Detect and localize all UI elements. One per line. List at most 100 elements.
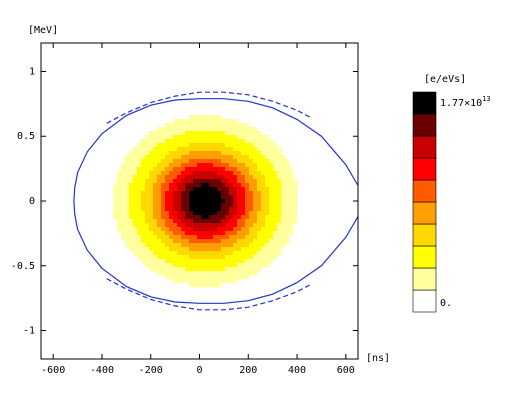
heatmap-cell xyxy=(221,147,226,152)
heatmap-cell xyxy=(273,147,278,152)
heatmap-cell xyxy=(249,235,254,240)
heatmap-cell xyxy=(145,147,150,152)
heatmap-cell xyxy=(161,235,166,240)
heatmap-cell xyxy=(273,151,278,156)
heatmap-cell xyxy=(141,219,146,224)
heatmap-cell xyxy=(261,223,266,228)
heatmap-cell xyxy=(249,207,254,212)
heatmap-cell xyxy=(277,195,282,200)
heatmap-cell xyxy=(245,155,250,160)
heatmap-cell xyxy=(209,231,214,236)
heatmap-cell xyxy=(189,283,194,288)
heatmap-cell xyxy=(265,251,270,256)
heatmap-cell xyxy=(249,247,254,252)
heatmap-cell xyxy=(145,231,150,236)
heatmap-cell xyxy=(221,247,226,252)
heatmap-cell xyxy=(169,275,174,280)
heatmap-cell xyxy=(217,147,222,152)
heatmap-cell xyxy=(277,171,282,176)
heatmap-cell xyxy=(221,175,226,180)
heatmap-cell xyxy=(217,231,222,236)
heatmap-cell xyxy=(225,251,230,256)
heatmap-cell xyxy=(277,251,282,256)
heatmap-cell xyxy=(113,183,118,188)
heatmap-cell xyxy=(221,279,226,284)
heatmap-cell xyxy=(213,119,218,124)
heatmap-cell xyxy=(253,135,258,140)
heatmap-cell xyxy=(261,255,266,260)
heatmap-cell xyxy=(121,183,126,188)
heatmap-cell xyxy=(145,247,150,252)
heatmap-cell xyxy=(209,163,214,168)
heatmap-cell xyxy=(233,215,238,220)
heatmap-cell xyxy=(261,211,266,216)
heatmap-cell xyxy=(173,183,178,188)
heatmap-cell xyxy=(137,223,142,228)
heatmap-cell xyxy=(221,267,226,272)
heatmap-cell xyxy=(225,227,230,232)
heatmap-cell xyxy=(273,203,278,208)
heatmap-cell xyxy=(161,167,166,172)
heatmap-cell xyxy=(277,235,282,240)
heatmap-cell xyxy=(229,215,234,220)
heatmap-cell xyxy=(125,155,130,160)
heatmap-cell xyxy=(257,195,262,200)
heatmap-cell xyxy=(205,223,210,228)
heatmap-cell xyxy=(249,131,254,136)
separatrix-dashed-top-line xyxy=(106,91,312,124)
heatmap-cell xyxy=(285,183,290,188)
heatmap-cell xyxy=(161,191,166,196)
heatmap-cell xyxy=(161,163,166,168)
heatmap-cell xyxy=(265,207,270,212)
heatmap-cell xyxy=(265,187,270,192)
heatmap-cell xyxy=(197,163,202,168)
heatmap-cell xyxy=(165,191,170,196)
heatmap-cell xyxy=(177,147,182,152)
colorbar-swatch xyxy=(412,179,437,203)
heatmap-cell xyxy=(197,227,202,232)
heatmap-cell xyxy=(221,135,226,140)
heatmap-cell xyxy=(205,263,210,268)
heatmap-cell xyxy=(137,199,142,204)
heatmap-cell xyxy=(181,223,186,228)
colorbar: [e/eVs] 1.77×1013 0. xyxy=(412,74,491,313)
heatmap-cell xyxy=(245,127,250,132)
heatmap-cell xyxy=(221,259,226,264)
heatmap-cell xyxy=(245,131,250,136)
heatmap-cell xyxy=(153,235,158,240)
heatmap-cell xyxy=(177,163,182,168)
heatmap-cell xyxy=(217,163,222,168)
heatmap-cell xyxy=(145,251,150,256)
heatmap-cell xyxy=(141,171,146,176)
heatmap-cell xyxy=(157,155,162,160)
heatmap-cell xyxy=(221,235,226,240)
heatmap-cell xyxy=(149,151,154,156)
heatmap-cell xyxy=(249,251,254,256)
heatmap-cell xyxy=(225,151,230,156)
heatmap-cell xyxy=(233,227,238,232)
heatmap-cell xyxy=(169,191,174,196)
heatmap-cell xyxy=(197,159,202,164)
heatmap-cell xyxy=(281,179,286,184)
heatmap-cell xyxy=(165,135,170,140)
colorbar-swatch xyxy=(412,157,437,181)
heatmap-cell xyxy=(169,139,174,144)
heatmap-cell xyxy=(261,135,266,140)
heatmap-cell xyxy=(153,183,158,188)
heatmap-cell xyxy=(209,207,214,212)
heatmap-cell xyxy=(165,123,170,128)
heatmap-cell xyxy=(273,231,278,236)
heatmap-cell xyxy=(189,255,194,260)
heatmap-cell xyxy=(245,147,250,152)
heatmap-cell xyxy=(133,227,138,232)
separatrix-curves xyxy=(73,91,359,311)
heatmap-cell xyxy=(173,279,178,284)
heatmap-cell xyxy=(193,159,198,164)
heatmap-cell xyxy=(205,203,210,208)
heatmap-cell xyxy=(193,251,198,256)
heatmap-cell xyxy=(177,211,182,216)
heatmap-cell xyxy=(285,207,290,212)
heatmap-cell xyxy=(205,219,210,224)
heatmap-cell xyxy=(205,271,210,276)
heatmap-cell xyxy=(277,247,282,252)
